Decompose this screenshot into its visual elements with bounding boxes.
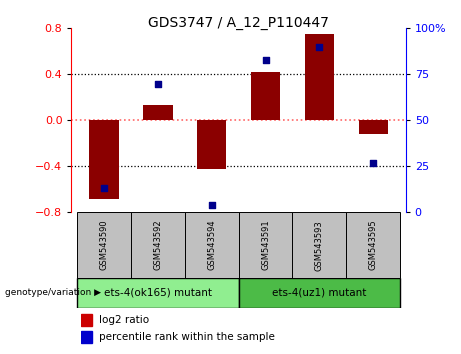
Point [316,44,323,50]
Bar [81,331,92,343]
Text: log2 ratio: log2 ratio [99,315,149,325]
Bar [197,120,226,169]
FancyBboxPatch shape [185,212,239,278]
Text: GSM543594: GSM543594 [207,220,216,270]
Bar [81,314,92,326]
Point [100,185,107,191]
Text: GSM543593: GSM543593 [315,220,324,270]
Text: GSM543590: GSM543590 [99,220,108,270]
Text: GSM543591: GSM543591 [261,220,270,270]
Text: GDS3747 / A_12_P110447: GDS3747 / A_12_P110447 [148,16,329,30]
FancyBboxPatch shape [77,212,131,278]
Text: GSM543592: GSM543592 [153,220,162,270]
FancyBboxPatch shape [131,212,185,278]
Text: genotype/variation ▶: genotype/variation ▶ [5,289,100,297]
FancyBboxPatch shape [292,212,346,278]
Text: ets-4(ok165) mutant: ets-4(ok165) mutant [104,288,212,298]
Point [154,81,161,86]
Bar [251,72,280,120]
Point [262,57,269,62]
Text: GSM543595: GSM543595 [369,220,378,270]
Bar [359,120,388,134]
FancyBboxPatch shape [77,278,239,308]
FancyBboxPatch shape [346,212,400,278]
Text: percentile rank within the sample: percentile rank within the sample [99,332,274,342]
Text: ets-4(uz1) mutant: ets-4(uz1) mutant [272,288,366,298]
Point [208,202,215,208]
Bar [89,120,118,199]
Point [370,160,377,166]
FancyBboxPatch shape [239,212,292,278]
FancyBboxPatch shape [239,278,400,308]
Bar [143,105,172,120]
Bar [305,34,334,120]
